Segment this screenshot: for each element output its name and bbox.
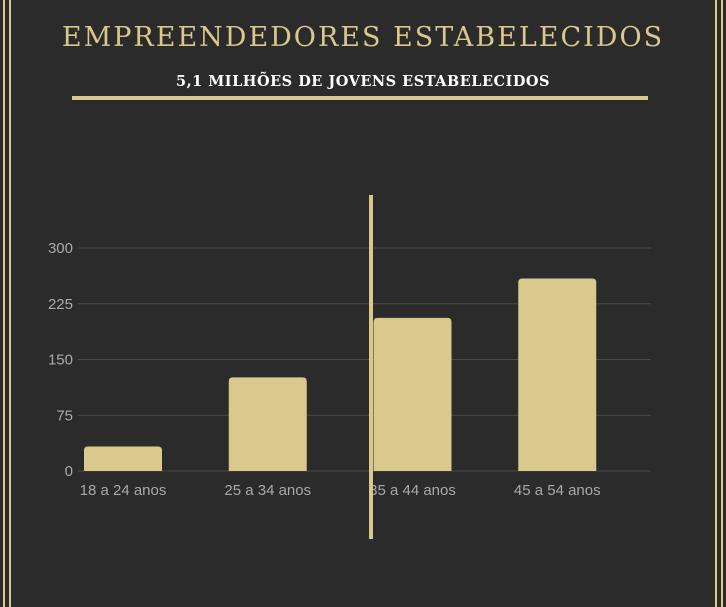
y-tick-label: 300 <box>48 240 73 257</box>
bar <box>228 377 307 471</box>
x-tick-label: 18 a 24 anos <box>80 482 167 499</box>
left-border-outer <box>3 0 5 607</box>
x-axis-ticks: 18 a 24 anos 25 a 34 anos 35 a 44 anos 45 a… <box>80 482 601 499</box>
right-border-outer <box>721 0 723 607</box>
chart-title: EMPREENDEDORES ESTABELECIDOS <box>61 22 665 53</box>
y-tick-label: 225 <box>48 296 73 313</box>
y-axis-ticks: 0 75 150 225 300 <box>48 240 73 480</box>
x-tick-label: 35 a 44 anos <box>369 482 456 499</box>
x-tick-label: 45 a 54 anos <box>514 482 601 499</box>
right-border-inner <box>715 0 717 607</box>
divider-line <box>369 195 373 539</box>
bar <box>373 317 452 471</box>
bar-layer <box>84 278 597 471</box>
y-tick-label: 75 <box>56 407 73 424</box>
bar <box>518 278 597 471</box>
left-border-inner <box>9 0 11 607</box>
chart-subtitle: 5,1 MILHÕES DE JOVENS ESTABELECIDOS <box>175 73 551 90</box>
subtitle-underline <box>72 96 648 100</box>
bar <box>84 446 162 471</box>
y-tick-label: 150 <box>48 352 73 369</box>
y-tick-label: 0 <box>65 463 73 480</box>
x-tick-label: 25 a 34 anos <box>224 482 311 499</box>
